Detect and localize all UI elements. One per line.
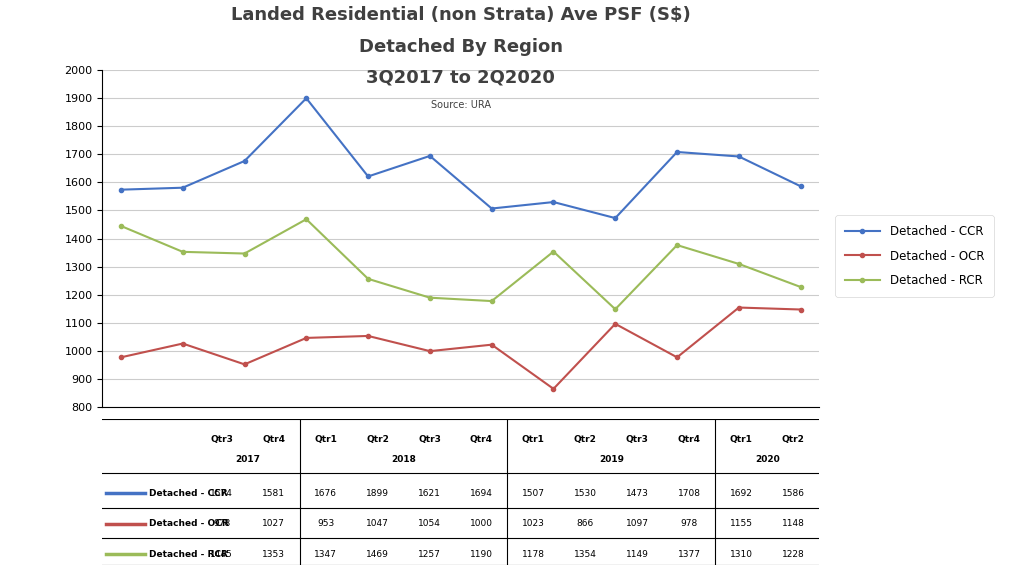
Text: Source: URA: Source: URA <box>431 100 490 110</box>
Text: 1708: 1708 <box>678 489 700 498</box>
Text: 2018: 2018 <box>391 455 416 464</box>
Text: 2019: 2019 <box>599 455 624 464</box>
Text: 2017: 2017 <box>236 455 260 464</box>
Text: Qtr4: Qtr4 <box>470 435 493 444</box>
Text: Detached - OCR: Detached - OCR <box>150 519 228 528</box>
Text: 1257: 1257 <box>418 550 441 559</box>
Text: 1676: 1676 <box>314 489 337 498</box>
Text: 1155: 1155 <box>730 519 753 528</box>
Text: 1354: 1354 <box>573 550 597 559</box>
Text: 1507: 1507 <box>522 489 545 498</box>
Text: 1899: 1899 <box>366 489 389 498</box>
Text: 2020: 2020 <box>755 455 779 464</box>
Text: Qtr1: Qtr1 <box>314 435 337 444</box>
Text: 1377: 1377 <box>678 550 700 559</box>
Text: 1574: 1574 <box>210 489 233 498</box>
Text: 3Q2017 to 2Q2020: 3Q2017 to 2Q2020 <box>367 69 555 87</box>
Text: 953: 953 <box>316 519 334 528</box>
Text: 1473: 1473 <box>626 489 649 498</box>
Text: 978: 978 <box>213 519 230 528</box>
Text: 1621: 1621 <box>418 489 441 498</box>
Text: 1027: 1027 <box>262 519 285 528</box>
Text: Qtr3: Qtr3 <box>418 435 441 444</box>
Text: 1445: 1445 <box>210 550 232 559</box>
Text: 1310: 1310 <box>730 550 753 559</box>
Text: Qtr2: Qtr2 <box>573 435 597 444</box>
Text: Qtr1: Qtr1 <box>730 435 753 444</box>
Text: 1023: 1023 <box>522 519 545 528</box>
Text: 1586: 1586 <box>781 489 805 498</box>
Text: 866: 866 <box>577 519 594 528</box>
Text: Detached - CCR: Detached - CCR <box>150 489 227 498</box>
Text: 1530: 1530 <box>573 489 597 498</box>
Text: 1097: 1097 <box>626 519 649 528</box>
Text: 1148: 1148 <box>781 519 805 528</box>
Text: 1692: 1692 <box>730 489 753 498</box>
Text: 1694: 1694 <box>470 489 493 498</box>
Text: 1581: 1581 <box>262 489 285 498</box>
Text: 1228: 1228 <box>782 550 805 559</box>
Text: 1047: 1047 <box>366 519 389 528</box>
Text: 1054: 1054 <box>418 519 441 528</box>
Text: Qtr3: Qtr3 <box>210 435 233 444</box>
Text: 1347: 1347 <box>314 550 337 559</box>
Text: 1000: 1000 <box>470 519 493 528</box>
Legend: Detached - CCR, Detached - OCR, Detached - RCR: Detached - CCR, Detached - OCR, Detached… <box>836 215 993 297</box>
Text: 1190: 1190 <box>470 550 493 559</box>
Text: 1469: 1469 <box>366 550 389 559</box>
Text: 1178: 1178 <box>522 550 545 559</box>
Text: 1353: 1353 <box>262 550 285 559</box>
Text: Landed Residential (non Strata) Ave PSF (S$): Landed Residential (non Strata) Ave PSF … <box>231 6 690 24</box>
Text: Qtr3: Qtr3 <box>626 435 649 444</box>
Text: Qtr4: Qtr4 <box>678 435 700 444</box>
Text: 1149: 1149 <box>626 550 649 559</box>
Text: Qtr2: Qtr2 <box>781 435 805 444</box>
Text: Qtr4: Qtr4 <box>262 435 285 444</box>
Text: Detached - RCR: Detached - RCR <box>150 550 228 559</box>
Text: Detached By Region: Detached By Region <box>358 38 563 56</box>
Text: Qtr1: Qtr1 <box>522 435 545 444</box>
Text: 978: 978 <box>681 519 698 528</box>
Text: Qtr2: Qtr2 <box>366 435 389 444</box>
